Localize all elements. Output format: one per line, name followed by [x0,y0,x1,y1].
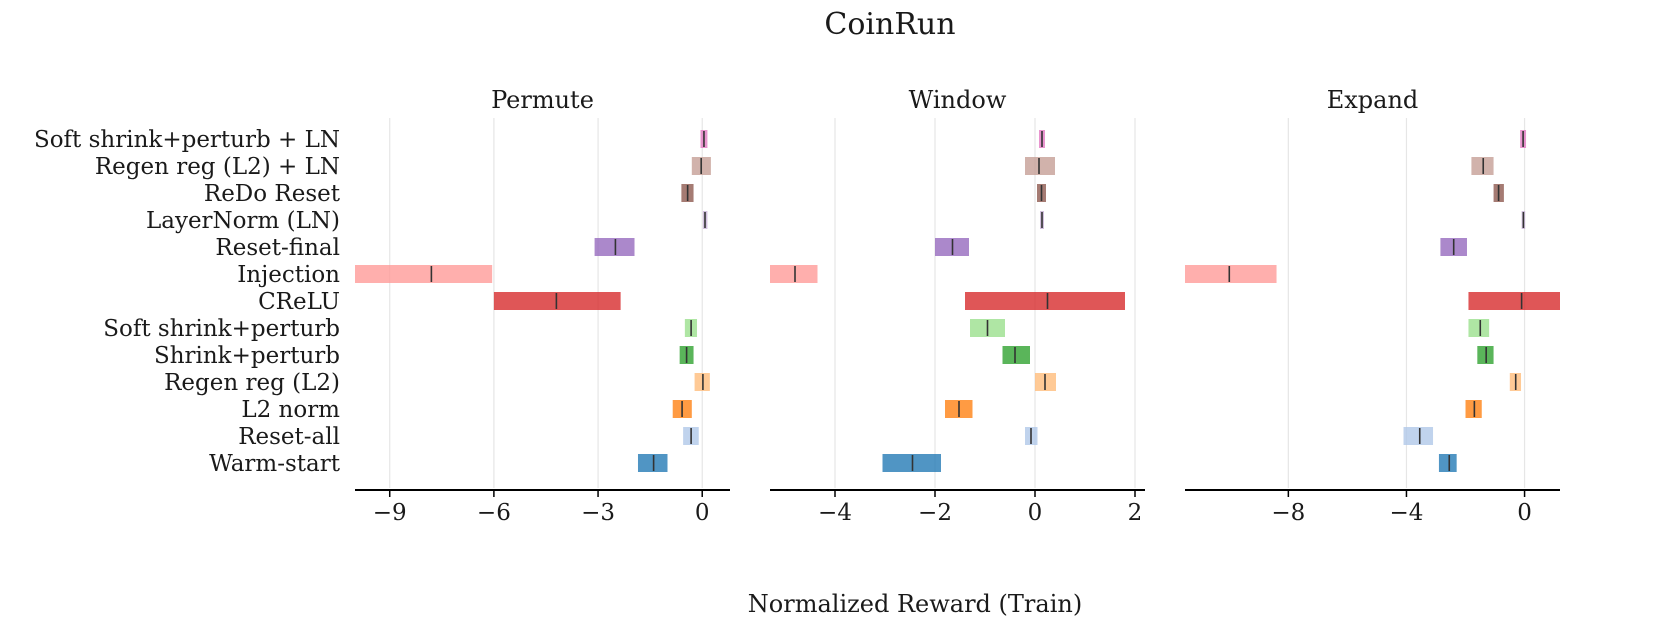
range-bar-reset-final [594,238,635,256]
method-label-injection: Injection [237,262,340,288]
method-label-redo-reset: ReDo Reset [204,181,341,207]
method-label-soft-shrink-perturb: Soft shrink+perturb [103,316,340,342]
x-tick-label: −3 [581,500,615,526]
method-label-reset-final: Reset-final [215,235,340,261]
method-label-regen-reg-l2: Regen reg (L2) [164,370,340,396]
range-bar-soft-shrink-perturb [1468,319,1490,337]
range-bar-shrink-perturb [1002,346,1030,364]
chart-title: CoinRun [824,7,955,42]
method-label-regen-reg-l2-ln: Regen reg (L2) + LN [95,154,340,180]
x-tick-label: −4 [818,500,852,526]
panel-subtitle: Permute [491,86,594,114]
panel-window: Window −4 −2 0 2 [770,86,1145,526]
x-tick-label: −4 [1390,500,1424,526]
x-tick-label: 0 [695,500,710,526]
range-bar-injection [1185,265,1277,283]
range-bar-reset-all [1403,427,1434,445]
range-bar-warm-start [637,454,668,472]
x-tick-label: −2 [918,500,952,526]
range-bar-warm-start [1438,454,1457,472]
range-bar-crelu [493,292,621,310]
x-tick-label: −8 [1271,500,1305,526]
x-tick-label: 0 [1028,500,1043,526]
range-bar-injection [770,265,818,283]
x-tick-label: 2 [1128,500,1143,526]
x-axis-label: Normalized Reward (Train) [748,590,1082,618]
method-label-layernorm-ln: LayerNorm (LN) [146,208,340,234]
x-tick-label: −9 [373,500,407,526]
method-label-warm-start: Warm-start [209,451,341,477]
panel-expand: Expand −8 −4 0 [1185,86,1560,526]
range-bar-regen-reg-l2-ln [1025,157,1055,175]
method-label-crelu: CReLU [258,289,340,315]
x-tick-label: 0 [1517,500,1532,526]
panel-subtitle: Expand [1327,86,1419,114]
range-bar-crelu [965,292,1125,310]
range-bar-injection [355,265,493,283]
x-tick-label: −6 [477,500,511,526]
panel-subtitle: Window [909,86,1007,114]
method-label-reset-all: Reset-all [238,424,340,450]
method-label-soft-shrink-perturb-ln: Soft shrink+perturb + LN [34,127,340,153]
method-label-l2-norm: L2 norm [241,397,340,423]
panel-permute: Permute −9 −6 −3 0 [355,86,730,526]
method-label-shrink-perturb: Shrink+perturb [154,343,340,369]
range-bar-crelu [1468,292,1560,310]
